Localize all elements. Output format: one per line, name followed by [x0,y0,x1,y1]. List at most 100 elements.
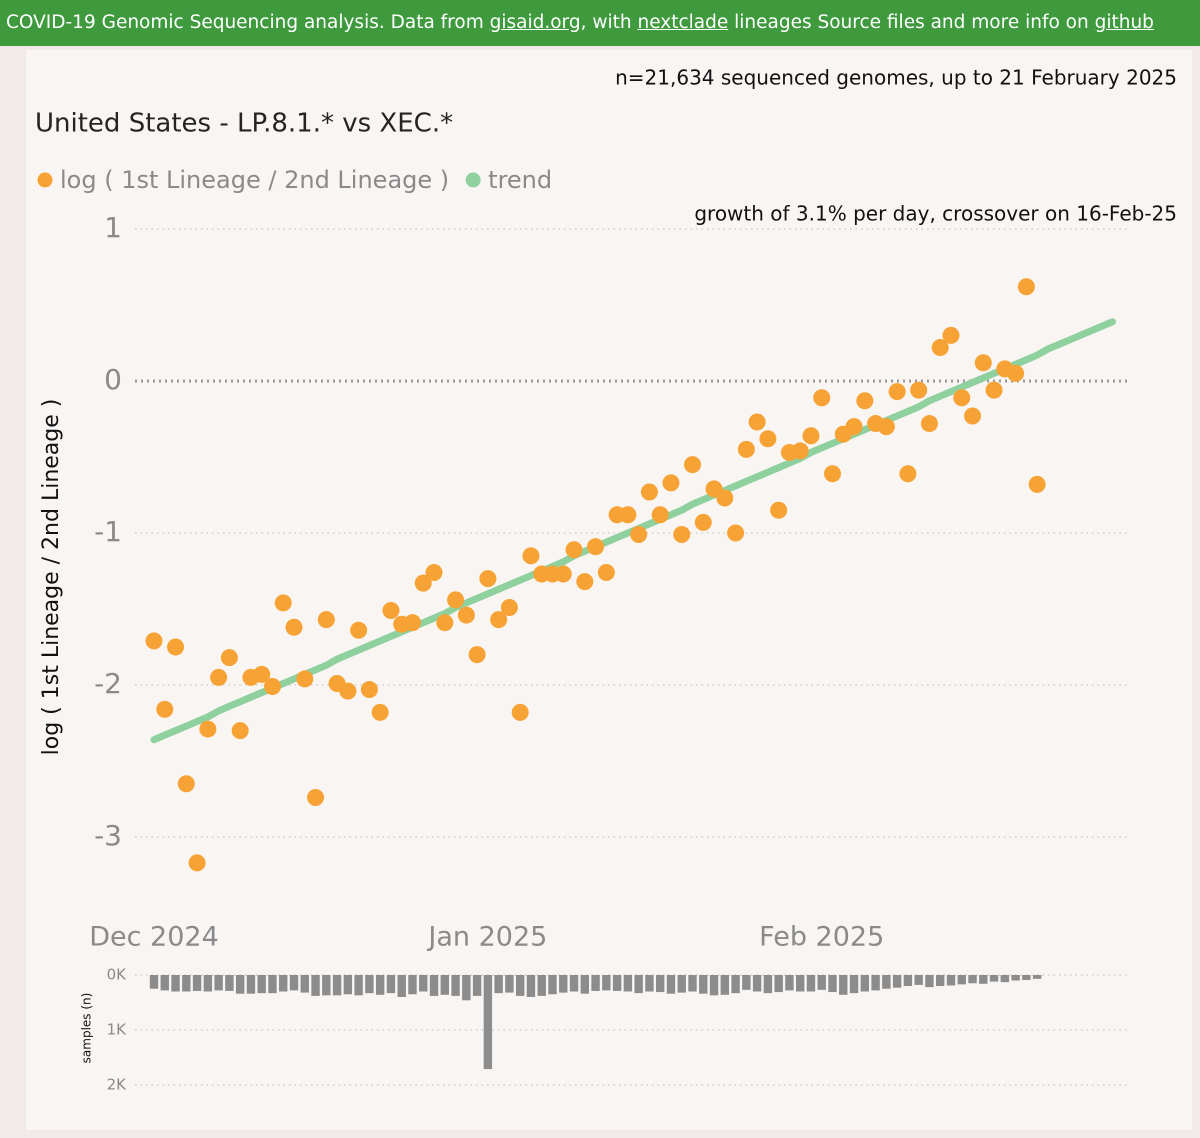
bar [289,975,299,991]
bar [968,975,977,984]
data-point [156,700,174,718]
bar [580,975,589,994]
bar [946,975,956,986]
bar [494,975,503,994]
data-point [360,681,378,699]
bar [182,975,191,992]
data-point [490,611,508,629]
bar [979,975,988,984]
bar [1011,975,1020,981]
bar [548,975,557,995]
bar [785,975,794,991]
data-point [910,381,928,399]
y-tick-label: -3 [94,819,122,852]
data-point [382,602,400,620]
header-text: lineages Source files and more info on [728,12,1095,33]
bar [343,975,353,995]
annotation: growth of 3.1% per day, crossover on 16-… [694,202,1177,226]
bar [1032,975,1042,979]
bar [268,975,277,994]
data-point [931,339,949,357]
data-point [274,594,292,612]
data-point [231,722,249,740]
bar [623,975,633,992]
bar [365,975,374,994]
legend-label: trend [488,166,552,194]
header-link[interactable]: nextclade [637,12,729,33]
data-point [888,383,906,401]
bar [300,975,309,993]
data-point [554,565,572,583]
legend-marker [465,172,481,188]
data-point [522,547,540,565]
bar [537,975,546,996]
bar [828,975,837,993]
y-tick-label: -1 [94,515,122,548]
data-point [1028,475,1046,493]
data-point [565,541,583,559]
data-point [824,465,842,483]
bar [591,975,600,991]
x-tick-label: Feb 2025 [759,922,884,953]
bar [634,975,643,994]
data-point [802,427,820,445]
data-point [263,678,281,696]
bar [505,975,514,993]
bar [796,975,805,992]
data-point [920,415,938,433]
bar [515,975,525,996]
y-tick-label: 1 [104,211,122,244]
bar [559,975,568,993]
data-point [220,649,238,667]
data-point [511,703,529,721]
bar [742,975,751,990]
bar [860,975,870,992]
data-point [813,389,831,407]
bar [397,975,406,997]
data-point [1007,364,1025,382]
header-link[interactable]: gisaid.org [489,12,581,33]
data-point [468,646,486,664]
bar [1022,975,1031,980]
bar [569,975,579,992]
data-point [651,506,669,524]
bar [914,975,923,985]
data-point [727,524,745,542]
data-point [899,465,917,483]
chart-title: United States - LP.8.1.* vs XEC.* [35,109,453,139]
bar [526,975,536,997]
bar [925,975,934,988]
data-point [317,611,335,629]
data-point [630,526,648,544]
data-point [414,574,432,592]
y-tick-label: 0K [107,966,128,984]
data-point [145,632,163,650]
bar [677,975,686,993]
header-bar: COVID-19 Genomic Sequencing analysis. Da… [0,0,1200,46]
data-point [640,483,658,501]
data-point [845,418,863,436]
data-point [856,392,874,410]
data-point [684,456,701,474]
bar [214,975,223,991]
annotation: n=21,634 sequenced genomes, up to 21 Feb… [615,66,1177,90]
bar [720,975,730,995]
header-link[interactable]: github [1094,12,1154,33]
bar [849,975,859,994]
bar [774,975,783,993]
panel [26,50,1192,1130]
bar [699,975,708,994]
bar [903,975,913,986]
y-axis-label: samples (n) [80,993,94,1064]
data-point [985,381,1003,399]
data-point [177,775,195,793]
bar [752,975,762,992]
bar [279,975,288,992]
data-point [694,513,712,531]
data-point [673,526,691,544]
bar [612,975,622,991]
data-point [964,407,982,425]
data-point [877,418,895,436]
